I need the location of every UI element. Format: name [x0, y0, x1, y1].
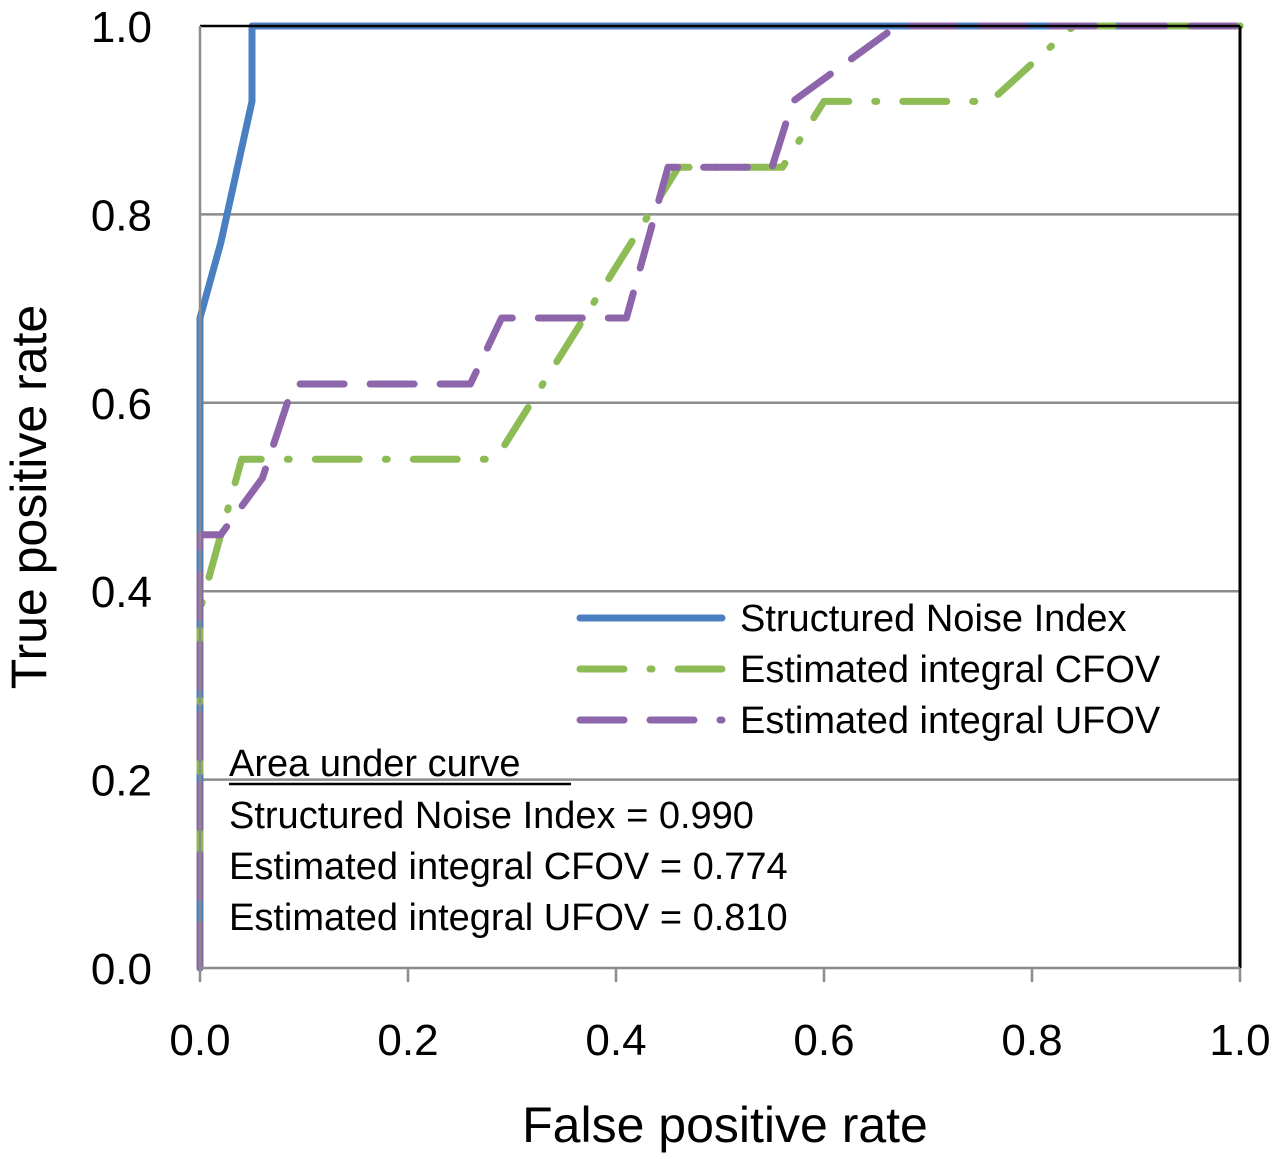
y-tick-label-1: 0.2	[91, 757, 152, 806]
x-tick-label-0: 0.0	[169, 1016, 230, 1065]
axes-frame	[198, 24, 1242, 982]
y-tick-labels: 0.0 0.2 0.4 0.6 0.8 1.0	[91, 3, 152, 994]
x-tick-labels: 0.0 0.2 0.4 0.6 0.8 1.0	[169, 1016, 1270, 1065]
x-axis-title: False positive rate	[522, 1097, 928, 1153]
auc-heading: Area under curve	[229, 743, 521, 785]
legend-label-2: Estimated integral UFOV	[740, 700, 1161, 742]
x-tick-label-1: 0.2	[377, 1016, 438, 1065]
auc-line-ufov: Estimated integral UFOV = 0.810	[229, 897, 788, 939]
legend: Structured Noise Index Estimated integral…	[576, 598, 1161, 742]
x-tick-label-4: 0.8	[1001, 1016, 1062, 1065]
legend-label-0: Structured Noise Index	[740, 598, 1127, 640]
y-tick-label-4: 0.8	[91, 191, 152, 240]
y-tick-label-2: 0.4	[91, 568, 152, 617]
y-axis-title: True positive rate	[1, 305, 57, 689]
auc-line-cfov: Estimated integral CFOV = 0.774	[229, 846, 788, 888]
auc-line-sni: Structured Noise Index = 0.990	[229, 795, 754, 837]
y-tick-label-0: 0.0	[91, 945, 152, 994]
series-line-2	[196, 22, 1244, 972]
auc-annotation: Area under curve Structured Noise Index …	[229, 743, 788, 939]
x-tick-label-2: 0.4	[585, 1016, 646, 1065]
y-tick-label-3: 0.6	[91, 380, 152, 429]
legend-label-1: Estimated integral CFOV	[740, 649, 1161, 691]
x-tick-label-5: 1.0	[1209, 1016, 1270, 1065]
gridlines	[200, 213, 1240, 781]
x-tick-label-3: 0.6	[793, 1016, 854, 1065]
y-tick-label-5: 1.0	[91, 3, 152, 52]
